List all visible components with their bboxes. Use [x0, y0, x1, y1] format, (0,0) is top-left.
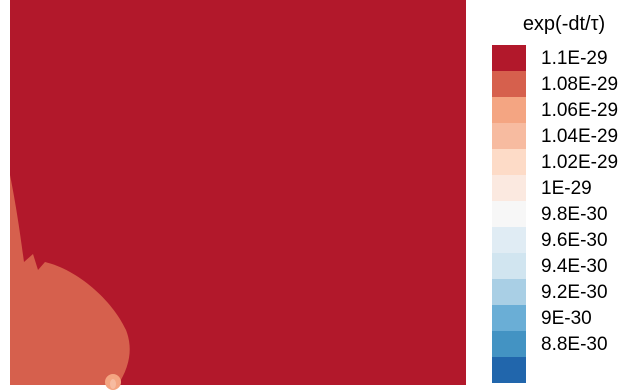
colorbar-swatch — [492, 253, 526, 279]
colorbar-labels: 1.1E-29 1.08E-29 1.06E-29 1.04E-29 1.02E-29 1… — [541, 48, 618, 355]
colorbar-swatch — [492, 279, 526, 305]
contour-field — [10, 0, 466, 390]
colorbar-tick-label: 1.06E-29 — [541, 100, 618, 121]
colorbar-swatches — [492, 45, 526, 383]
colorbar-swatch — [492, 227, 526, 253]
contour-region-1-04E-29 — [110, 379, 116, 389]
colorbar-tick-label: 1E-29 — [541, 178, 592, 199]
colorbar-swatch — [492, 305, 526, 331]
colorbar-tick-label: 1.04E-29 — [541, 126, 618, 147]
contour-region-1-08E-29 — [10, 175, 130, 385]
colorbar: exp(-dt/τ) 1.1E-29 1.08E-29 1.06E-29 1.04E-… — [492, 13, 618, 383]
colorbar-title: exp(-dt/τ) — [523, 13, 605, 35]
colorbar-tick-label: 9E-30 — [541, 308, 592, 329]
colorbar-tick-label: 1.08E-29 — [541, 74, 618, 95]
colorbar-swatch — [492, 97, 526, 123]
colorbar-tick-label: 1.1E-29 — [541, 48, 608, 69]
colorbar-tick-label: 8.8E-30 — [541, 334, 608, 355]
colorbar-swatch — [492, 149, 526, 175]
colorbar-swatch — [492, 71, 526, 97]
colorbar-swatch — [492, 175, 526, 201]
colorbar-tick-label: 9.8E-30 — [541, 204, 608, 225]
colorbar-swatch — [492, 123, 526, 149]
colorbar-tick-label: 9.4E-30 — [541, 256, 608, 277]
colorbar-tick-label: 1.02E-29 — [541, 152, 618, 173]
colorbar-swatch — [492, 45, 526, 71]
colorbar-swatch — [492, 357, 526, 383]
colorbar-swatch — [492, 201, 526, 227]
colorbar-tick-label: 9.6E-30 — [541, 230, 608, 251]
colorbar-tick-label: 9.2E-30 — [541, 282, 608, 303]
colorbar-swatch — [492, 331, 526, 357]
